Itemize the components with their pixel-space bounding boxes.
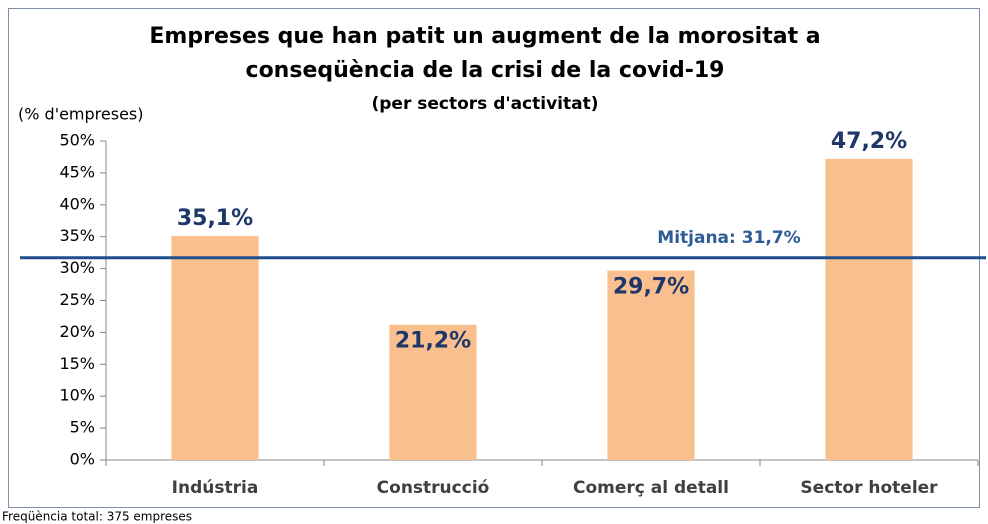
footnote: Freqüència total: 375 empreses (2, 510, 192, 524)
y-tick-label: 25% (59, 290, 95, 309)
y-tick-label: 45% (59, 162, 95, 181)
mean-label: Mitjana: 31,7% (657, 228, 800, 248)
y-tick-label: 5% (70, 418, 95, 437)
y-tick-label: 15% (59, 354, 95, 373)
bar (171, 236, 259, 460)
x-tick-label: Sector hoteler (800, 478, 938, 498)
y-tick-label: 35% (59, 226, 95, 245)
y-tick-label: 20% (59, 322, 95, 341)
y-tick-label: 10% (59, 386, 95, 405)
bar (389, 324, 477, 460)
chart-title: Empreses que han patit un augment de la … (149, 24, 820, 49)
data-label: 47,2% (831, 129, 907, 154)
bar (825, 158, 913, 460)
y-tick-label: 0% (70, 450, 95, 469)
x-tick-label: Construcció (377, 478, 490, 498)
y-tick-label: 30% (59, 258, 95, 277)
data-label: 35,1% (177, 206, 253, 231)
y-tick-label: 50% (59, 131, 95, 150)
chart-subtitle: (per sectors d'activitat) (371, 94, 598, 114)
data-label: 29,7% (613, 275, 689, 300)
x-tick-label: Comerç al detall (573, 478, 729, 498)
bar (607, 270, 695, 460)
x-tick-label: Indústria (172, 478, 259, 498)
chart-title: conseqüència de la crisi de la covid-19 (246, 58, 725, 83)
y-tick-label: 40% (59, 194, 95, 213)
y-axis-label: (% d'empreses) (18, 105, 144, 124)
data-label: 21,2% (395, 329, 471, 354)
